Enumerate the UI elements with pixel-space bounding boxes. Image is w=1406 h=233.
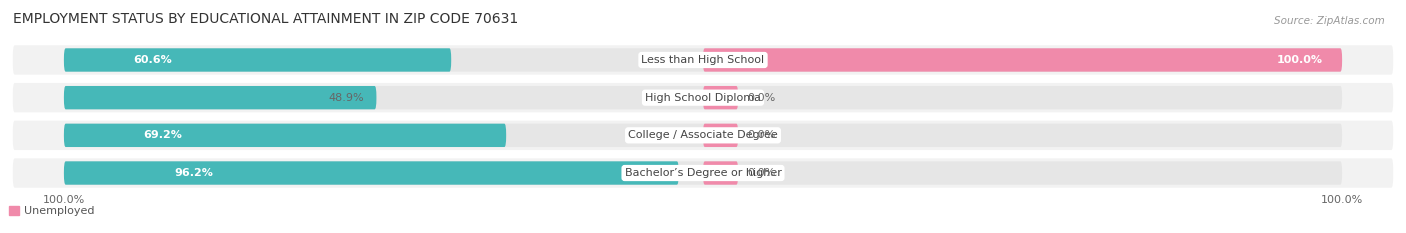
Text: 100.0%: 100.0% xyxy=(1322,195,1364,205)
Text: 60.6%: 60.6% xyxy=(134,55,173,65)
FancyBboxPatch shape xyxy=(703,48,1343,72)
FancyBboxPatch shape xyxy=(13,121,1393,150)
Text: Less than High School: Less than High School xyxy=(641,55,765,65)
Legend: In Labor Force, Unemployed: In Labor Force, Unemployed xyxy=(0,202,100,221)
FancyBboxPatch shape xyxy=(63,161,1343,185)
FancyBboxPatch shape xyxy=(703,86,738,109)
Text: 96.2%: 96.2% xyxy=(174,168,214,178)
FancyBboxPatch shape xyxy=(13,158,1393,188)
Text: 0.0%: 0.0% xyxy=(748,93,776,103)
Text: Bachelor’s Degree or higher: Bachelor’s Degree or higher xyxy=(624,168,782,178)
Text: 100.0%: 100.0% xyxy=(42,195,84,205)
Text: 100.0%: 100.0% xyxy=(1277,55,1323,65)
Text: 0.0%: 0.0% xyxy=(748,168,776,178)
FancyBboxPatch shape xyxy=(703,161,738,185)
FancyBboxPatch shape xyxy=(63,124,506,147)
FancyBboxPatch shape xyxy=(703,124,738,147)
FancyBboxPatch shape xyxy=(13,45,1393,75)
Text: 69.2%: 69.2% xyxy=(143,130,183,140)
Text: EMPLOYMENT STATUS BY EDUCATIONAL ATTAINMENT IN ZIP CODE 70631: EMPLOYMENT STATUS BY EDUCATIONAL ATTAINM… xyxy=(13,12,517,26)
FancyBboxPatch shape xyxy=(63,86,1343,109)
Text: 48.9%: 48.9% xyxy=(328,93,364,103)
Text: College / Associate Degree: College / Associate Degree xyxy=(628,130,778,140)
FancyBboxPatch shape xyxy=(63,161,679,185)
Text: 0.0%: 0.0% xyxy=(748,130,776,140)
Text: Source: ZipAtlas.com: Source: ZipAtlas.com xyxy=(1274,16,1385,26)
FancyBboxPatch shape xyxy=(63,86,377,109)
FancyBboxPatch shape xyxy=(63,48,451,72)
Text: High School Diploma: High School Diploma xyxy=(645,93,761,103)
FancyBboxPatch shape xyxy=(63,48,1343,72)
FancyBboxPatch shape xyxy=(63,124,1343,147)
FancyBboxPatch shape xyxy=(13,83,1393,112)
